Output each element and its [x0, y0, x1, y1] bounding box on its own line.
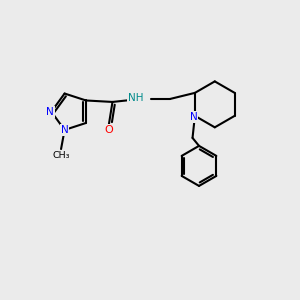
Text: N: N — [61, 125, 68, 135]
Text: N: N — [46, 107, 54, 117]
Text: NH: NH — [128, 93, 144, 103]
Text: N: N — [190, 112, 197, 122]
Text: O: O — [105, 125, 113, 135]
Text: CH₃: CH₃ — [52, 151, 70, 160]
